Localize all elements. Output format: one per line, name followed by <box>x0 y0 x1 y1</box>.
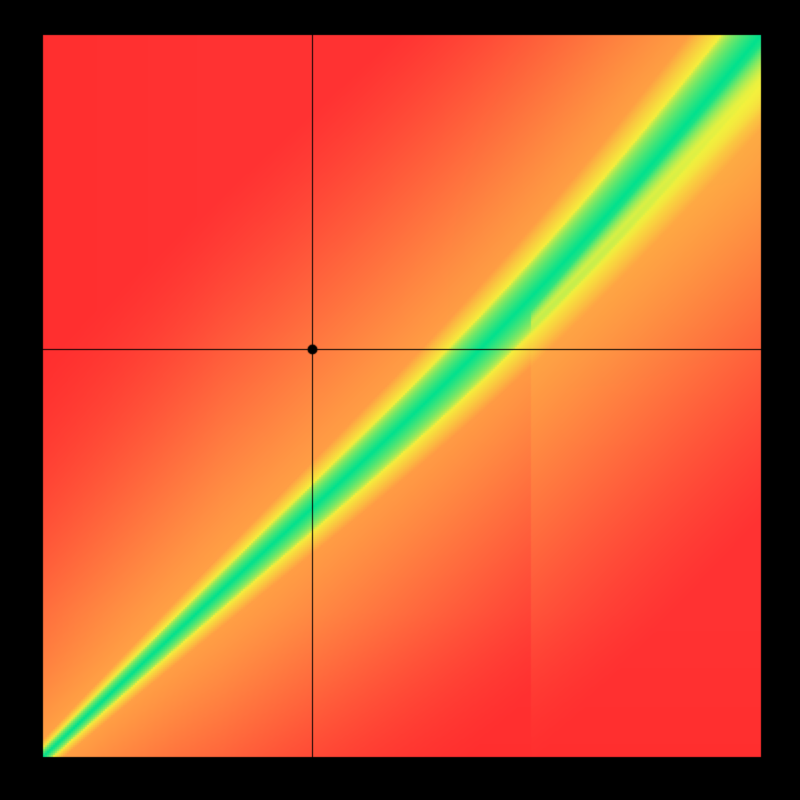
watermark-text: TheBottleneck.com <box>559 6 762 32</box>
bottleneck-heatmap <box>0 0 800 800</box>
